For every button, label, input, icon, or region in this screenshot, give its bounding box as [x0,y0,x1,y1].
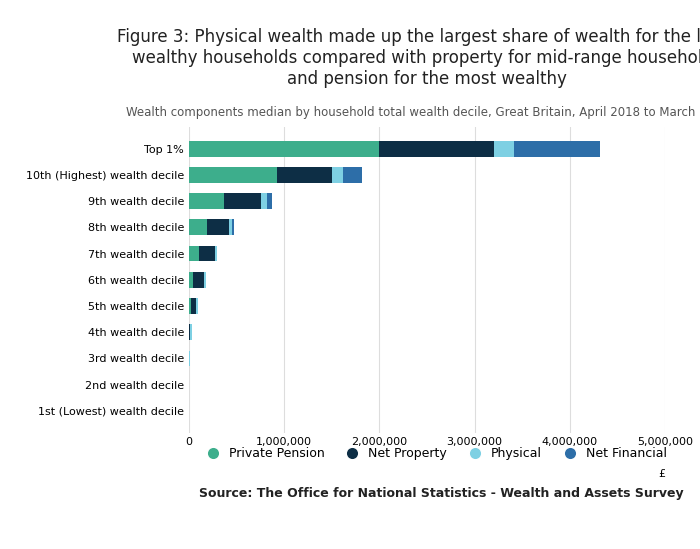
Bar [189,220,206,235]
Bar [267,193,272,209]
Text: Source: The Office for National Statistics - Wealth and Assets Survey: Source: The Office for National Statisti… [199,488,683,501]
Bar [230,220,232,235]
Bar [232,220,234,235]
Bar [189,298,191,314]
Text: Wealth components median by household total wealth decile, Great Britain, April : Wealth components median by household to… [125,106,700,119]
Bar [379,141,494,156]
Bar [514,141,600,156]
Bar [199,246,215,261]
Bar [224,193,261,209]
Bar [276,167,332,183]
Bar [196,298,198,314]
Legend: Private Pension, Net Property, Physical, Net Financial: Private Pension, Net Property, Physical,… [195,442,672,465]
Bar [204,272,206,288]
Bar [189,193,224,209]
Bar [191,298,196,314]
Bar [189,351,190,366]
Bar [206,220,230,235]
Bar [261,193,267,209]
Bar [193,272,204,288]
Text: £: £ [658,469,665,479]
Bar [332,167,343,183]
Bar [189,167,276,183]
Bar [190,324,192,340]
Bar [215,246,217,261]
Bar [494,141,514,156]
Text: Figure 3: Physical wealth made up the largest share of wealth for the least
weal: Figure 3: Physical wealth made up the la… [118,29,700,88]
Bar [189,141,379,156]
Bar [343,167,363,183]
Bar [189,246,199,261]
Bar [189,272,192,288]
